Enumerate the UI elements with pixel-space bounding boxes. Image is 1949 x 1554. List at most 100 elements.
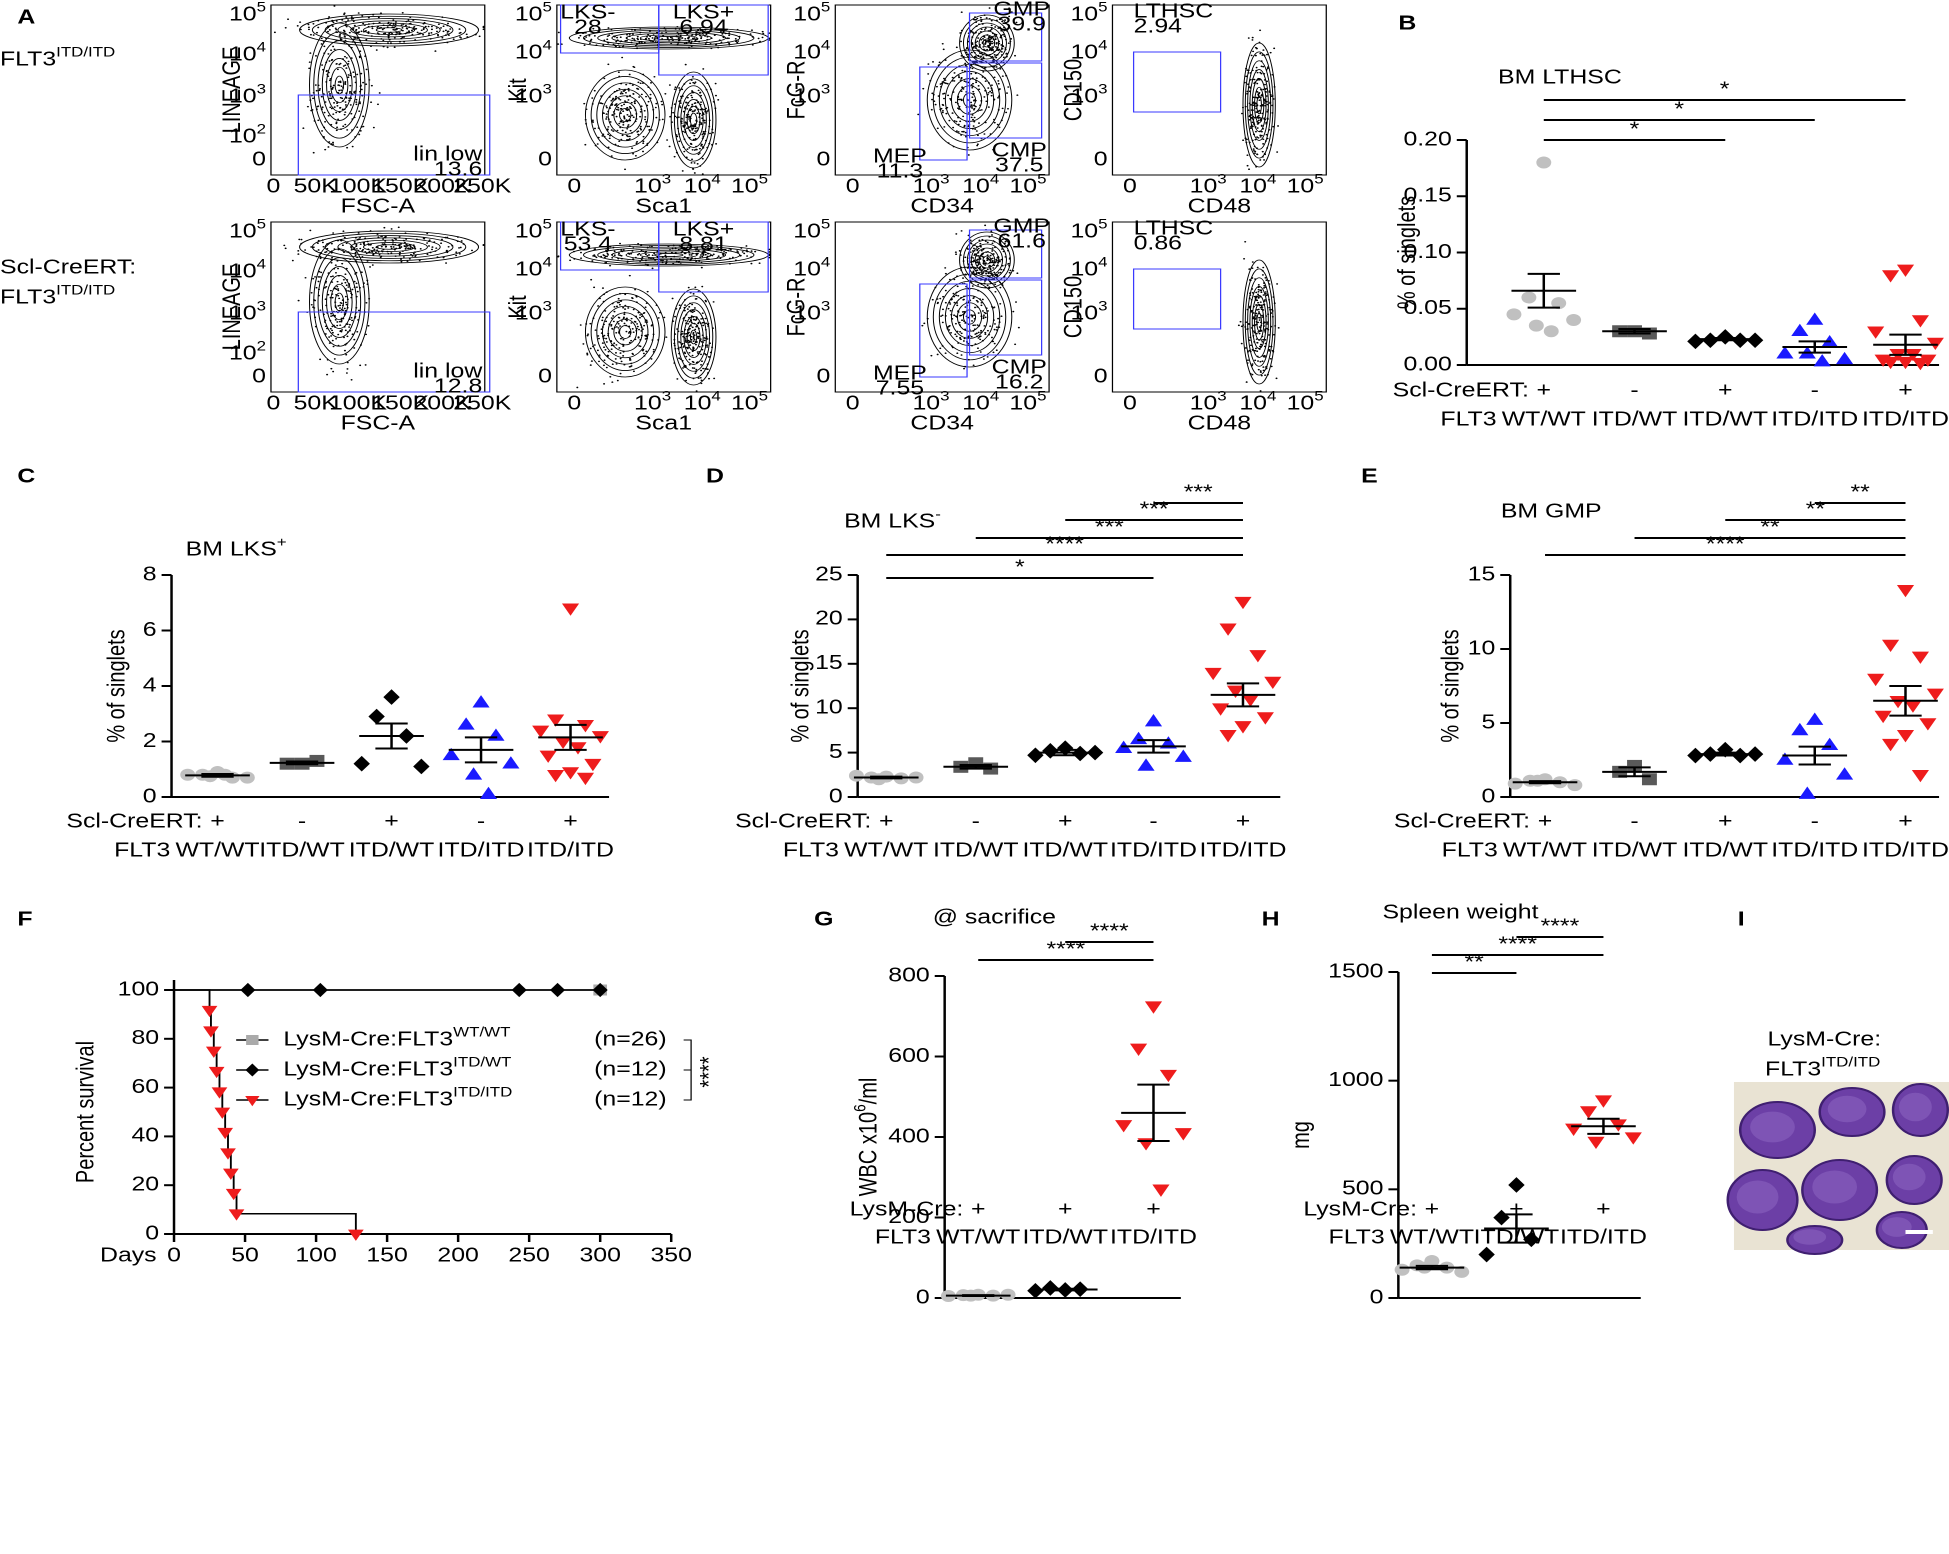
event-dot (346, 335, 349, 338)
event-dot (399, 243, 402, 245)
data-point (539, 750, 557, 763)
event-dot (728, 42, 731, 45)
data-point (547, 714, 565, 727)
event-dot (624, 308, 627, 310)
event-dot (334, 264, 337, 266)
event-dot (343, 41, 346, 44)
event-dot (982, 71, 985, 73)
data-point (1836, 767, 1854, 780)
event-dot (632, 331, 635, 333)
event-dot (997, 96, 1000, 99)
event-dot (617, 323, 620, 325)
event-dot (627, 307, 630, 309)
event-dot (1262, 294, 1265, 296)
event-dot (695, 325, 698, 328)
density-contour (299, 230, 480, 264)
x-tick-label: 103 (634, 172, 671, 197)
event-dot (676, 135, 679, 138)
event-dot (954, 333, 957, 336)
data-point (312, 982, 328, 998)
event-dot (580, 257, 583, 259)
event-dot (614, 104, 617, 107)
density-contour (1242, 42, 1276, 168)
data-point (1821, 737, 1839, 750)
event-dot (706, 368, 709, 370)
event-dot (736, 41, 739, 44)
event-dot (615, 363, 618, 365)
data-point (239, 771, 255, 784)
event-dot (338, 63, 341, 66)
event-dot (335, 121, 338, 124)
event-dot (974, 306, 977, 309)
event-dot (335, 129, 338, 132)
event-dot (1276, 283, 1279, 285)
event-dot (958, 321, 961, 324)
panel-letter: I (1738, 908, 1745, 930)
event-dot (370, 101, 373, 104)
event-dot (625, 83, 628, 86)
density-contour (326, 58, 353, 112)
event-dot (1008, 7, 1011, 9)
significance-label: * (1720, 78, 1730, 100)
event-dot (596, 143, 599, 145)
event-dot (972, 90, 975, 93)
event-dot (719, 30, 722, 33)
data-point (1144, 1001, 1163, 1014)
event-dot (1259, 371, 1262, 373)
event-dot (317, 105, 320, 107)
x-tick-label-part: 100K (329, 392, 387, 414)
event-dot (609, 121, 612, 123)
event-dot (1254, 317, 1257, 320)
event-dot (392, 246, 395, 248)
event-dot (343, 336, 345, 339)
genotype-sign: + (563, 810, 578, 832)
event-dot (988, 7, 991, 9)
chart-title-part: BM LKS (186, 538, 277, 560)
event-dot (731, 256, 734, 259)
density-contour (330, 283, 349, 321)
data-point (225, 1188, 242, 1201)
event-dot (394, 23, 397, 26)
event-dot (704, 317, 707, 320)
event-dot (478, 35, 481, 38)
event-dot (589, 39, 592, 42)
data-point (479, 786, 498, 800)
event-dot (971, 42, 974, 44)
event-dot (356, 73, 359, 76)
event-dot (341, 108, 344, 111)
event-dot (963, 80, 966, 83)
x-tick-label-part: 3 (1217, 172, 1226, 187)
event-dot (1270, 95, 1273, 98)
event-dot (757, 37, 760, 40)
data-point (848, 769, 864, 782)
event-dot (991, 40, 994, 43)
event-dot (446, 32, 449, 34)
y-tick-label-part: 10 (1070, 220, 1098, 242)
event-dot (340, 239, 343, 242)
cell-nucleus-detail (1892, 1163, 1926, 1191)
event-dot (334, 271, 337, 274)
y-tick-label: 1500 (1328, 960, 1383, 982)
gate (1132, 51, 1222, 113)
event-dot (309, 229, 312, 232)
event-dot (593, 255, 596, 257)
event-dot (1256, 127, 1259, 129)
event-dot (1243, 257, 1246, 260)
event-dot (612, 320, 615, 323)
event-dot (442, 256, 445, 259)
event-dot (991, 261, 994, 264)
event-dot (342, 230, 345, 233)
data-point (1896, 730, 1915, 743)
genotype-label: ITD/WT (349, 839, 435, 861)
x-tick-label-part: 10 (684, 175, 712, 197)
event-dot (703, 339, 706, 342)
event-dot (371, 246, 374, 249)
y-tick-label-part: 10 (229, 342, 257, 364)
significance-label: **** (1541, 915, 1580, 937)
cell-nucleus-detail (1899, 1092, 1932, 1122)
genotype-label: WT/WT (936, 1226, 1020, 1248)
gate (297, 311, 491, 393)
event-dot (646, 36, 649, 38)
genotype-label: ITD/ITD (527, 839, 614, 861)
event-dot (699, 376, 702, 379)
